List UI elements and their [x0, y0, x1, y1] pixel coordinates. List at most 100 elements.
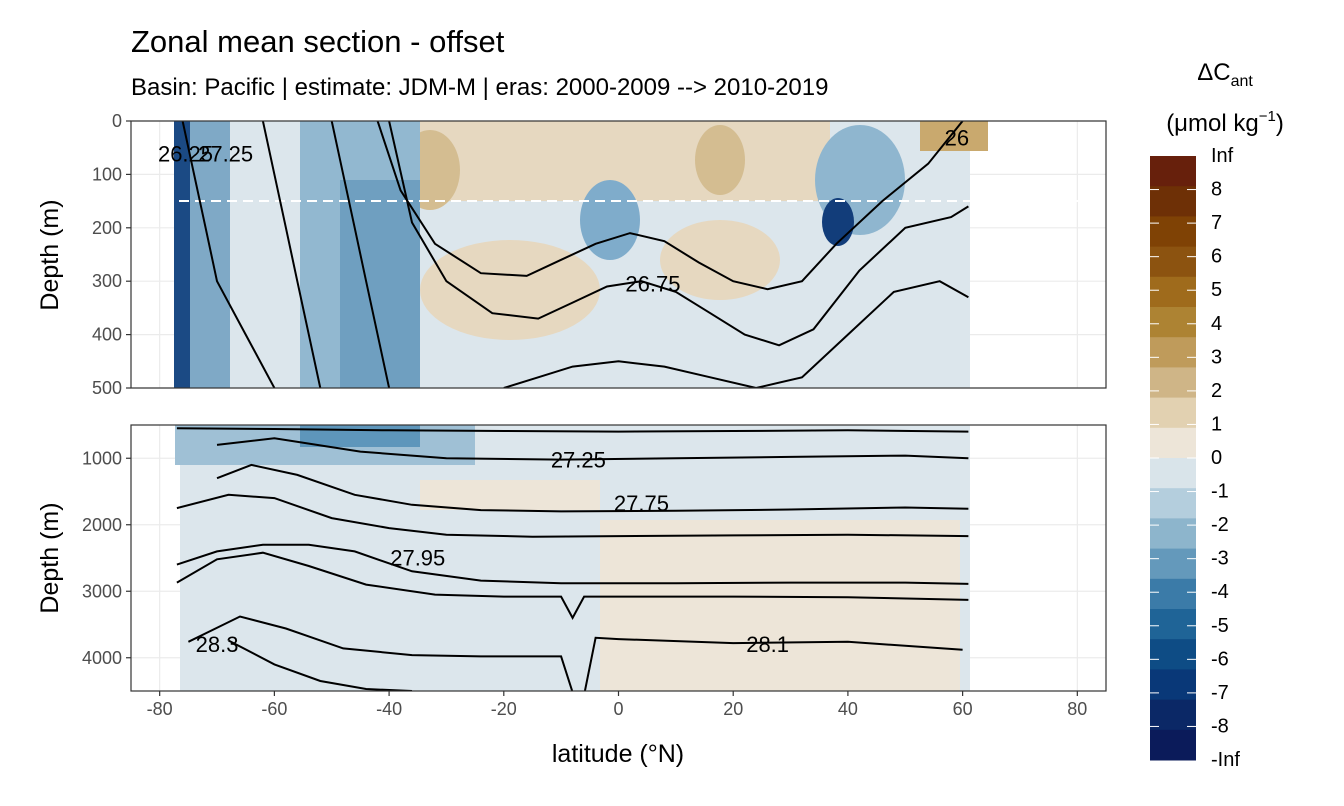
y-tick-label: 300	[92, 271, 122, 291]
contour-label: 27.25	[551, 448, 606, 473]
colorbar-segment	[1150, 578, 1196, 610]
isopycnal-line	[176, 551, 969, 621]
chart-subtitle: Basin: Pacific | estimate: JDM-M | eras:…	[131, 74, 829, 101]
x-tick-label: 0	[613, 699, 623, 719]
x-tick-label: -80	[147, 699, 173, 719]
colorbar-label: 0	[1211, 447, 1222, 469]
colorbar-label: -6	[1211, 648, 1229, 670]
x-tick-label: 60	[953, 699, 973, 719]
colorbar-segment	[1150, 156, 1196, 187]
colorbar-label: 3	[1211, 346, 1222, 368]
x-tick-label: 20	[723, 699, 743, 719]
colorbar-label: 2	[1211, 380, 1222, 402]
lower-field-patch	[300, 425, 420, 447]
upper-panel-border	[130, 120, 1107, 389]
colorbar-segment	[1150, 427, 1196, 459]
isopycnal-line	[376, 121, 964, 291]
upper-field-patch	[822, 198, 854, 246]
x-tick-label: -60	[261, 699, 287, 719]
x-axis: -80 -60 -40 -20 0 20 40 60 80	[147, 691, 1087, 719]
upper-field-patch	[420, 240, 600, 340]
colorbar-segment	[1150, 276, 1196, 308]
lower-y-axis: 1000 2000 3000 4000	[82, 448, 131, 668]
isopycnal-line	[216, 437, 969, 461]
x-axis-label: latitude (°N)	[552, 740, 684, 768]
x-tick-label: 80	[1067, 699, 1087, 719]
legend-title: ΔCant	[1197, 59, 1253, 90]
colorbar-segment	[1150, 729, 1196, 761]
contour-label: 26.25	[158, 142, 213, 167]
y-tick-label: 1000	[82, 448, 122, 468]
y-tick-label: 3000	[82, 581, 122, 601]
isopycnal-line	[176, 427, 969, 433]
colorbar-segment	[1150, 307, 1196, 338]
isopycnal-line	[388, 121, 969, 347]
upper-field-patch	[660, 220, 780, 300]
upper-field-patch	[174, 121, 192, 388]
colorbar-label: -7	[1211, 682, 1229, 704]
colorbar-legend: ΔCant (μmol kg−1) Inf 8 7 6 5 4 3 2 1 0 -1 -2 -3 -4 -5…	[1150, 59, 1284, 771]
isopycnal-line	[216, 463, 969, 513]
colorbar-segment	[1150, 699, 1196, 731]
isopycnal-line	[187, 615, 963, 691]
colorbar-segment	[1150, 548, 1196, 580]
lower-y-axis-label: Depth (m)	[36, 502, 64, 613]
contour-label: 28.3	[196, 632, 239, 657]
isopycnal-line	[228, 639, 413, 691]
lower-field-patch	[600, 520, 960, 691]
isopycnal-line	[176, 493, 969, 538]
colorbar-label: -2	[1211, 514, 1229, 536]
y-tick-label: 400	[92, 325, 122, 345]
y-tick-label: 100	[92, 164, 122, 184]
colorbar-label: Inf	[1211, 145, 1234, 167]
colorbar-label: -3	[1211, 548, 1229, 570]
colorbar-segment	[1150, 216, 1196, 248]
colorbar-label: -4	[1211, 581, 1229, 603]
y-tick-label: 200	[92, 218, 122, 238]
colorbar-segment	[1150, 609, 1196, 640]
colorbar-segment	[1150, 337, 1196, 368]
colorbar-segment	[1150, 669, 1196, 701]
colorbar-segment	[1150, 488, 1196, 519]
colorbar-label: -5	[1211, 615, 1229, 637]
chart-title: Zonal mean section - offset	[131, 24, 505, 59]
isopycnal-line	[261, 121, 322, 388]
upper-field-patch	[340, 180, 420, 388]
contour-label: 26.75	[625, 271, 680, 296]
colorbar-segment	[1150, 246, 1196, 278]
colorbar-label: 6	[1211, 246, 1222, 268]
x-tick-label: -40	[376, 699, 402, 719]
colorbar-segment	[1150, 458, 1196, 489]
colorbar-labels: Inf 8 7 6 5 4 3 2 1 0 -1 -2 -3 -4 -5 -6 -7 -8 -Inf	[1211, 145, 1240, 771]
lower-field-patch	[420, 480, 600, 510]
x-tick-label: -20	[491, 699, 517, 719]
isopycnal-line	[503, 280, 969, 388]
contour-label: 27.95	[390, 546, 445, 571]
y-tick-label: 0	[112, 111, 122, 131]
isopycnal-line	[330, 121, 391, 388]
lower-heatmap: 27.25 27.75 27.95 28.3 28.1	[175, 425, 970, 691]
lower-isopycnals	[176, 427, 969, 691]
colorbar-segment	[1150, 367, 1196, 399]
colorbar-label: -1	[1211, 481, 1229, 503]
contour-label: 27.75	[614, 491, 669, 516]
upper-field-patch	[580, 180, 640, 260]
colorbar-segment	[1150, 397, 1196, 429]
y-tick-label: 500	[92, 378, 122, 398]
legend-units: (μmol kg−1)	[1166, 108, 1284, 137]
upper-y-axis-label: Depth (m)	[36, 199, 64, 310]
x-tick-label: 40	[838, 699, 858, 719]
upper-field-patch	[190, 121, 230, 388]
upper-field-patch	[920, 121, 988, 151]
colorbar-label: 7	[1211, 212, 1222, 234]
lower-panel: 27.25 27.75 27.95 28.3 28.1 1000 2000 3000 4000…	[36, 424, 1107, 692]
colorbar-segment	[1150, 518, 1196, 550]
colorbar	[1150, 156, 1196, 761]
upper-field-patch	[695, 125, 745, 195]
y-tick-label: 4000	[82, 648, 122, 668]
contour-label: 27.25	[198, 142, 253, 167]
colorbar-label: -Inf	[1211, 749, 1240, 771]
